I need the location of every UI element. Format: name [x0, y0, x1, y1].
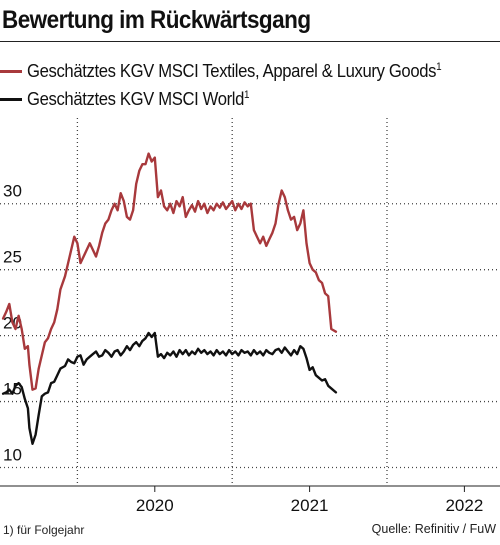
legend-item-luxury: Geschätztes KGV MSCI Textiles, Apparel &… — [0, 60, 487, 82]
series-line-0 — [1, 152, 338, 391]
title-divider — [0, 41, 500, 42]
x-tick-label-2020: 2020 — [136, 496, 174, 515]
legend-swatch-luxury — [0, 69, 22, 73]
series-line-1 — [1, 331, 338, 445]
legend-item-world: Geschätztes KGV MSCI World1 — [0, 88, 274, 110]
x-tick-label-2022: 2022 — [445, 496, 483, 515]
footnote: 1) für Folgejahr — [3, 523, 85, 537]
legend-label-luxury: Geschätztes KGV MSCI Textiles, Apparel &… — [27, 60, 442, 81]
chart-title: Bewertung im Rückwärtsgang — [2, 6, 311, 34]
x-tick-label-2021: 2021 — [291, 496, 329, 515]
y-tick-label-10: 10 — [3, 446, 22, 465]
legend-swatch-world — [0, 97, 22, 101]
legend-label-world: Geschätztes KGV MSCI World1 — [27, 88, 250, 109]
source-note: Quelle: Refinitiv / FuW — [371, 522, 496, 536]
y-tick-label-30: 30 — [3, 182, 22, 201]
y-tick-label-25: 25 — [3, 248, 22, 267]
